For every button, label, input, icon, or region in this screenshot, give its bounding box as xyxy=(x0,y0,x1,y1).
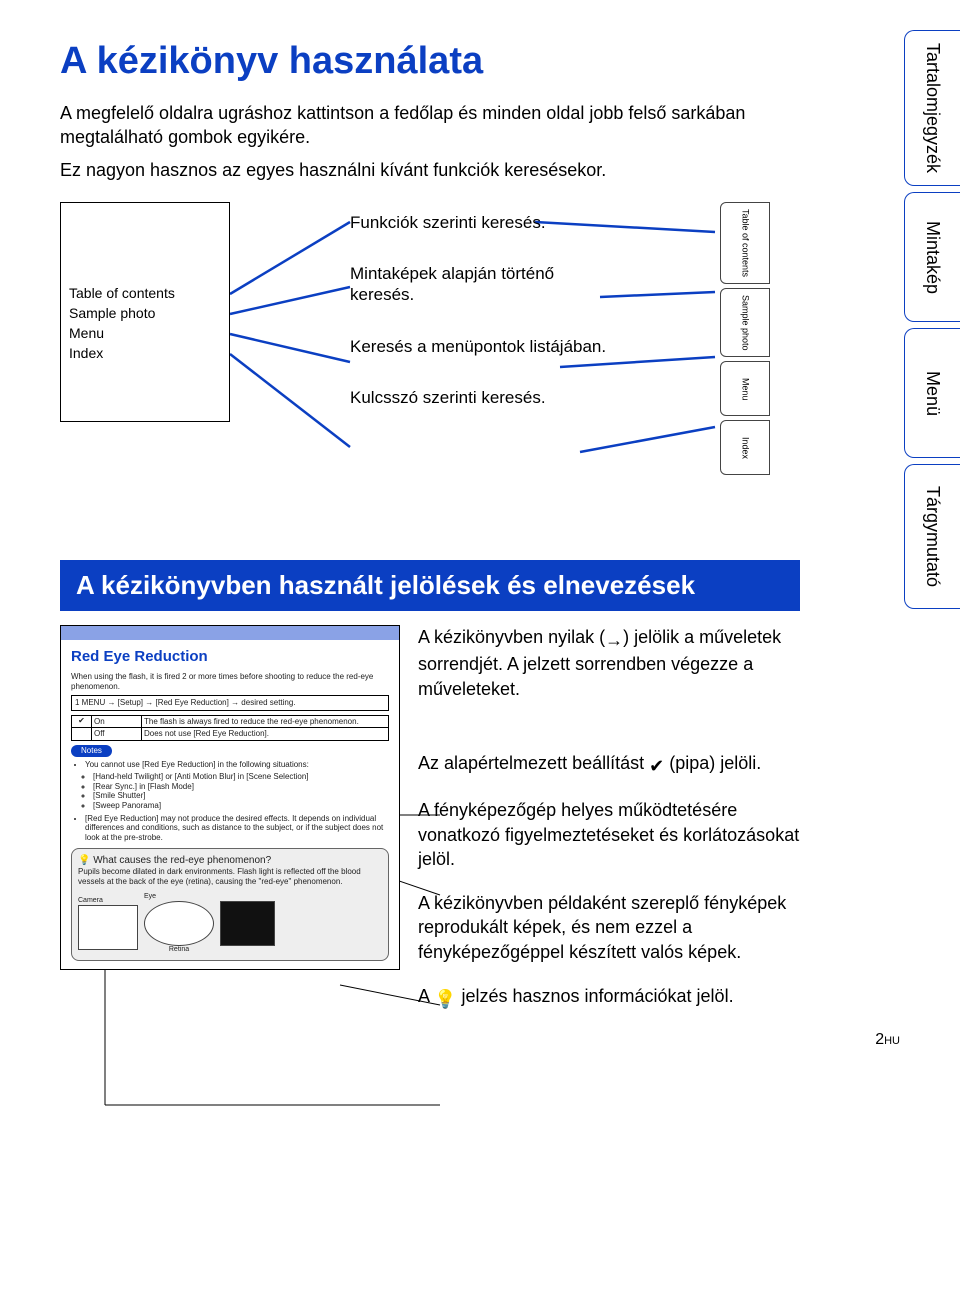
side-tab-toc[interactable]: Tartalomjegyzék xyxy=(904,30,960,186)
legend-item: Sample photo xyxy=(61,303,229,323)
check-icon: ✔ xyxy=(649,754,664,778)
mini-tab: Index xyxy=(720,420,770,475)
notes-intro: You cannot use [Red Eye Reduction] in th… xyxy=(85,760,389,770)
diagram-middle-labels: Funkciók szerinti keresés. Mintaképek al… xyxy=(350,212,610,438)
diagram-label: Kulcsszó szerinti keresés. xyxy=(350,387,610,408)
check-icon: ✔ xyxy=(72,716,92,728)
arrow-icon: → xyxy=(605,628,623,652)
mock-tip-title: 💡 What causes the red-eye phenomenon? xyxy=(78,855,382,867)
side-tab-menu[interactable]: Menü xyxy=(904,328,960,458)
notes-extra: [Red Eye Reduction] may not produce the … xyxy=(85,814,389,843)
diagram-label: Mintaképek alapján történő keresés. xyxy=(350,263,610,306)
intro-paragraph-2: Ez nagyon hasznos az egyes használni kív… xyxy=(60,158,800,182)
explanation-notes: A fényképezőgép helyes működtetésére von… xyxy=(418,798,800,871)
diagram-left-legend-box: Table of contents Sample photo Menu Inde… xyxy=(60,202,230,422)
explanation-checkmark: Az alapértelmezett beállítást ✔ (pipa) j… xyxy=(418,751,800,778)
page-number: 2HU xyxy=(875,1031,900,1049)
side-nav-tabs: Tartalomjegyzék Mintakép Menü Tárgymutat… xyxy=(904,30,960,609)
mock-step-row: 1 MENU → [Setup] → [Red Eye Reduction] →… xyxy=(72,696,388,711)
mock-label: Retina xyxy=(144,946,214,954)
mock-body-text: When using the flash, it is fired 2 or m… xyxy=(71,672,389,691)
side-tab-sample[interactable]: Mintakép xyxy=(904,192,960,322)
section-heading-bar: A kézikönyvben használt jelölések és eln… xyxy=(60,560,800,611)
explanation-tip: A 💡 jelzés hasznos információkat jelöl. xyxy=(418,984,800,1011)
mock-page-title: Red Eye Reduction xyxy=(71,648,389,666)
notes-item: [Sweep Panorama] xyxy=(93,801,389,811)
notes-item: [Hand-held Twilight] or [Anti Motion Blu… xyxy=(93,772,389,782)
text-fragment: (pipa) jelöli. xyxy=(664,753,761,773)
explanation-samples: A kézikönyvben példaként szereplő fényké… xyxy=(418,891,800,964)
intro-paragraph-1: A megfelelő oldalra ugráshoz kattintson … xyxy=(60,101,800,150)
mock-notes-section: Notes You cannot use [Red Eye Reduction]… xyxy=(71,741,389,842)
text-fragment: A xyxy=(418,986,434,1006)
mini-tab: Sample photo xyxy=(720,288,770,358)
navigation-diagram: Table of contents Sample photo Menu Inde… xyxy=(60,202,800,542)
legend-explanations: A kézikönyvben nyilak (→) jelölik a műve… xyxy=(418,625,800,1031)
lightbulb-icon: 💡 xyxy=(434,987,456,1011)
mini-tab: Menu xyxy=(720,361,770,416)
notes-item: [Smile Shutter] xyxy=(93,791,389,801)
mock-cell-empty xyxy=(72,728,92,740)
legend-item: Menu xyxy=(61,323,229,343)
diagram-label: Funkciók szerinti keresés. xyxy=(350,212,610,233)
mock-tip-text: Pupils become dilated in dark environmen… xyxy=(78,867,382,886)
mock-titlebar xyxy=(61,626,399,640)
mock-cell: Off xyxy=(92,728,142,740)
text-fragment: Az alapértelmezett beállítást xyxy=(418,753,649,773)
notes-badge: Notes xyxy=(71,745,112,757)
mock-options-table: ✔ On The flash is always fired to reduce… xyxy=(71,715,389,741)
page-number-value: 2 xyxy=(875,1031,884,1048)
notes-item: [Rear Sync.] in [Flash Mode] xyxy=(93,782,389,792)
side-tab-index[interactable]: Tárgymutató xyxy=(904,464,960,609)
mock-step-box: 1 MENU → [Setup] → [Red Eye Reduction] →… xyxy=(71,695,389,711)
sample-photo-icon xyxy=(220,901,275,946)
page-lang-suffix: HU xyxy=(884,1035,900,1047)
page-title: A kézikönyv használata xyxy=(60,40,800,83)
legend-item: Table of contents xyxy=(61,283,229,303)
page: A kézikönyv használata A megfelelő oldal… xyxy=(0,0,860,1061)
explanation-arrow: A kézikönyvben nyilak (→) jelölik a műve… xyxy=(418,625,800,701)
mock-label: Eye xyxy=(144,893,214,901)
mock-cell: The flash is always fired to reduce the … xyxy=(142,716,388,728)
mock-tip-box: 💡 What causes the red-eye phenomenon? Pu… xyxy=(71,848,389,961)
mock-cell: Does not use [Red Eye Reduction]. xyxy=(142,728,388,740)
mock-tip-title-text: What causes the red-eye phenomenon? xyxy=(93,855,271,866)
eye-icon xyxy=(144,901,214,946)
diagram-mini-tabs: Table of contents Sample photo Menu Inde… xyxy=(720,202,770,476)
lightbulb-icon: 💡 xyxy=(78,855,90,866)
bottom-section: Red Eye Reduction When using the flash, … xyxy=(60,625,800,1031)
camera-icon xyxy=(78,905,138,950)
text-fragment: jelzés hasznos információkat jelöl. xyxy=(456,986,733,1006)
diagram-label: Keresés a menüpontok listájában. xyxy=(350,336,610,357)
mini-tab: Table of contents xyxy=(720,202,770,284)
text-fragment: A kézikönyvben nyilak ( xyxy=(418,627,605,647)
legend-item: Index xyxy=(61,343,229,363)
mock-label: Camera xyxy=(78,897,138,905)
mock-cell: On xyxy=(92,716,142,728)
example-page-thumbnail: Red Eye Reduction When using the flash, … xyxy=(60,625,400,1031)
